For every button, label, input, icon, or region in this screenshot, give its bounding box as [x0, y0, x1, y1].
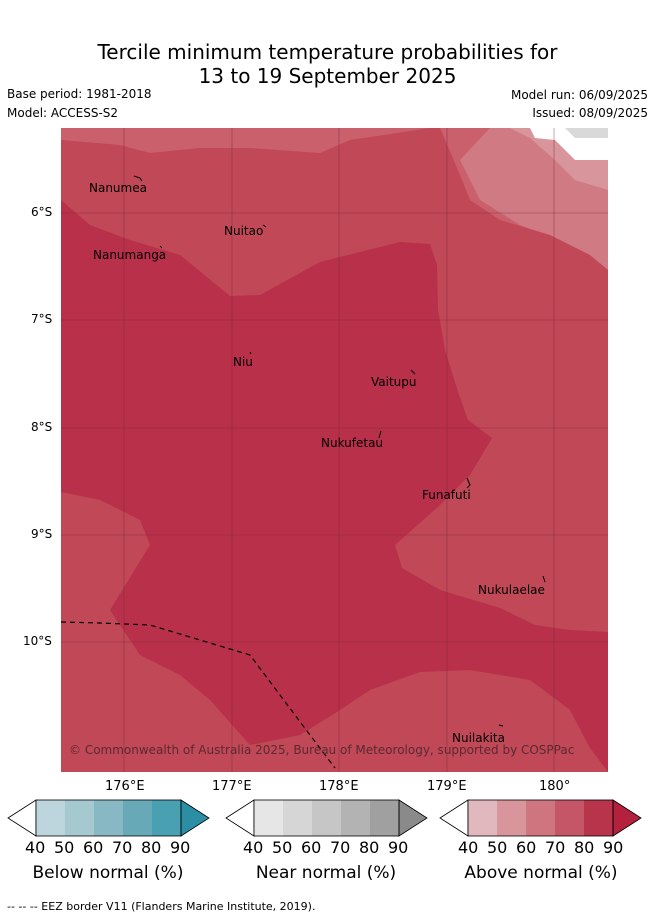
place-nukufetau: Nukufetau	[321, 436, 384, 450]
lon-label-178e: 178°E	[319, 779, 359, 794]
place-funafuti: Funafuti	[422, 488, 471, 502]
base-period: Base period: 1981-2018	[7, 87, 152, 101]
place-nuitao: Nuitao	[224, 224, 264, 238]
below-tick: 50	[54, 838, 75, 857]
below-legend-swatch	[65, 800, 94, 836]
near-tick: 70	[330, 838, 351, 857]
above-tick: 80	[574, 838, 595, 857]
below-tick: 40	[25, 838, 46, 857]
above-legend-swatch	[497, 800, 526, 836]
below-legend-min-arrow	[7, 799, 37, 837]
place-nukulaelae: Nukulaelae	[478, 583, 545, 597]
above-tick: 90	[603, 838, 624, 857]
legend-caption-near: Near normal (%)	[255, 863, 397, 883]
near-legend-outline	[253, 799, 400, 837]
copyright-notice: © Commonwealth of Australia 2025, Bureau…	[69, 743, 575, 757]
place-nanumea: Nanumea	[89, 181, 147, 195]
title-line-1: Tercile minimum temperature probabilitie…	[97, 40, 558, 64]
lon-label-177e: 177°E	[212, 779, 252, 794]
below-legend-swatch	[36, 800, 65, 836]
above-legend-swatch	[555, 800, 584, 836]
lat-label-10s: 10°S	[23, 634, 52, 648]
lat-label-7s: 7°S	[31, 312, 53, 326]
near-tick: 50	[272, 838, 293, 857]
below-legend-swatch	[123, 800, 152, 836]
model-run: Model run: 06/09/2025	[510, 88, 648, 102]
below-tick: 80	[141, 838, 162, 857]
map-title: Tercile minimum temperature probabilitie…	[0, 40, 655, 88]
lon-label-176e: 176°E	[105, 779, 145, 794]
below-legend-swatch	[94, 800, 123, 836]
near-legend-swatch	[370, 800, 399, 836]
near-legend-swatch	[254, 800, 283, 836]
near-tick: 40	[243, 838, 264, 857]
below-tick: 90	[170, 838, 191, 857]
below-legend-swatch	[152, 800, 181, 836]
lon-label-179e: 179°E	[427, 779, 467, 794]
above-legend-min-arrow	[439, 799, 469, 837]
eez-border	[61, 621, 336, 769]
above-tick: 40	[458, 838, 479, 857]
legend-caption-above: Above normal (%)	[464, 863, 618, 883]
near-legend-swatch	[312, 800, 341, 836]
above-legend-swatch	[526, 800, 555, 836]
place-niu: Niu	[233, 355, 253, 369]
near-legend-min-arrow	[225, 799, 255, 837]
place-nuilakita: Nuilakita	[452, 731, 505, 745]
graticule	[61, 128, 608, 772]
above-tick: 50	[487, 838, 508, 857]
above-tick: 70	[545, 838, 566, 857]
near-legend-swatch	[283, 800, 312, 836]
lon-label-180: 180°	[539, 779, 571, 794]
zone-grey	[565, 128, 608, 138]
near-tick: 80	[359, 838, 380, 857]
above-legend-max-arrow	[612, 799, 642, 837]
lat-label-8s: 8°S	[31, 420, 53, 434]
lat-label-6s: 6°S	[31, 205, 53, 219]
island-markers	[133, 175, 546, 727]
zone-above-80-90	[61, 200, 608, 772]
eez-footnote: -- -- -- EEZ border V11 (Flanders Marine…	[7, 900, 316, 913]
near-legend-max-arrow	[398, 799, 428, 837]
near-legend-swatch	[341, 800, 370, 836]
below-tick: 70	[112, 838, 133, 857]
near-tick: 60	[301, 838, 322, 857]
title-line-2: 13 to 19 September 2025	[198, 64, 457, 88]
below-tick: 60	[83, 838, 104, 857]
below-legend-max-arrow	[180, 799, 210, 837]
place-nanumanga: Nanumanga	[93, 248, 167, 262]
legend-caption-below: Below normal (%)	[32, 863, 184, 883]
below-legend-outline	[35, 799, 182, 837]
issued-date: Issued: 08/09/2025	[532, 106, 648, 120]
above-legend-swatch	[468, 800, 497, 836]
place-vaitupu: Vaitupu	[371, 375, 417, 389]
legend-colorbars	[7, 799, 642, 837]
above-tick: 60	[516, 838, 537, 857]
above-legend-swatch	[584, 800, 613, 836]
lat-label-9s: 9°S	[31, 527, 53, 541]
near-tick: 90	[388, 838, 409, 857]
above-legend-outline	[467, 799, 614, 837]
model-name: Model: ACCESS-S2	[7, 106, 119, 120]
